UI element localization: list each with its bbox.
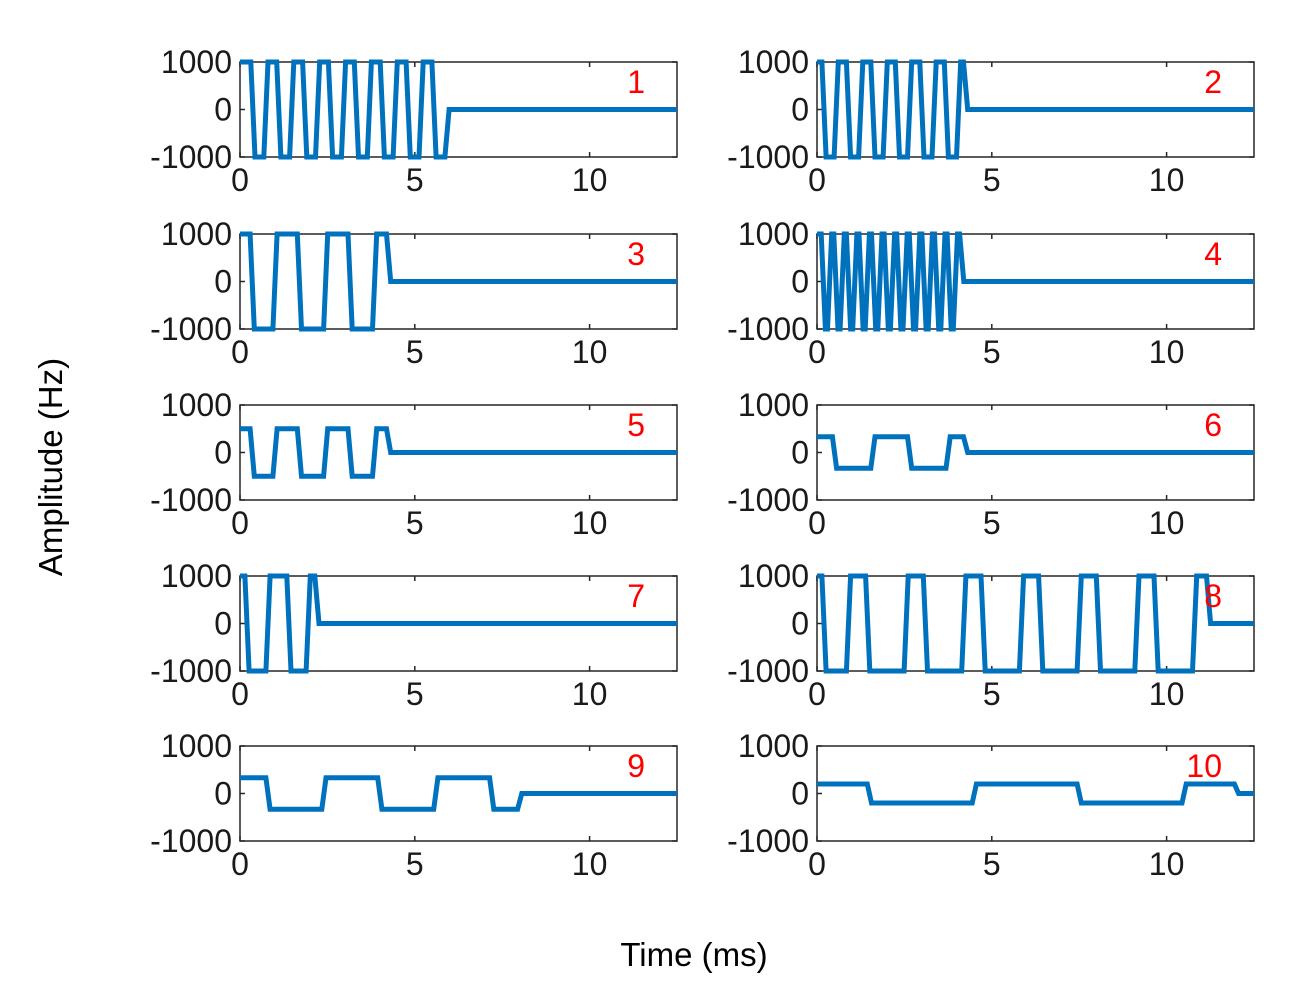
waveform-line [817, 59, 1254, 160]
x-tick-label: 10 [572, 334, 608, 370]
y-tick-label: 0 [214, 435, 232, 471]
panel-number-label: 10 [1186, 748, 1222, 784]
panel-number-label: 5 [627, 407, 645, 443]
y-tick-label: 1000 [161, 216, 232, 252]
y-tick-label: 1000 [161, 558, 232, 594]
x-tick-label: 5 [983, 846, 1001, 882]
x-tick-label: 5 [406, 505, 424, 541]
x-tick-label: 10 [1149, 505, 1185, 541]
y-tick-label: 0 [214, 776, 232, 812]
y-tick-label: 0 [791, 606, 809, 642]
y-tick-label: 0 [791, 776, 809, 812]
panel-number-label: 3 [627, 236, 645, 272]
panel-number-label: 7 [627, 578, 645, 614]
y-tick-label: 1000 [161, 728, 232, 764]
x-tick-label: 5 [983, 505, 1001, 541]
waveform-line [240, 573, 677, 674]
y-tick-label: 0 [791, 264, 809, 300]
x-tick-label: 0 [231, 846, 249, 882]
x-tick-label: 5 [406, 676, 424, 712]
panel-number-label: 1 [627, 64, 645, 100]
x-tick-label: 0 [808, 846, 826, 882]
x-tick-label: 5 [406, 846, 424, 882]
x-tick-label: 5 [983, 334, 1001, 370]
y-tick-label: 0 [791, 435, 809, 471]
x-tick-label: 10 [1149, 334, 1185, 370]
x-tick-label: 0 [808, 162, 826, 198]
y-tick-label: -1000 [150, 311, 232, 347]
x-tick-label: 10 [1149, 676, 1185, 712]
x-tick-label: 0 [231, 334, 249, 370]
x-tick-label: 0 [231, 676, 249, 712]
y-tick-label: -1000 [727, 482, 809, 518]
y-tick-label: 1000 [738, 216, 809, 252]
panel-number-label: 2 [1204, 64, 1222, 100]
y-tick-label: -1000 [150, 823, 232, 859]
y-tick-label: 1000 [738, 728, 809, 764]
y-tick-label: 1000 [161, 44, 232, 80]
waveform-line [240, 59, 677, 160]
x-tick-label: 5 [983, 676, 1001, 712]
x-axis-title: Time (ms) [620, 936, 767, 973]
x-tick-label: 0 [808, 505, 826, 541]
y-tick-label: 0 [214, 264, 232, 300]
waveform-line [817, 573, 1254, 674]
waveform-line [240, 426, 677, 479]
y-tick-label: -1000 [150, 653, 232, 689]
x-tick-label: 5 [406, 162, 424, 198]
y-tick-label: 1000 [161, 387, 232, 423]
y-tick-label: -1000 [727, 311, 809, 347]
waveform-line [817, 231, 1254, 332]
panel-number-label: 4 [1204, 236, 1222, 272]
y-tick-label: -1000 [727, 139, 809, 175]
waveform-line [817, 781, 1254, 806]
x-tick-label: 10 [572, 505, 608, 541]
x-tick-label: 0 [808, 334, 826, 370]
y-tick-label: 1000 [738, 44, 809, 80]
y-tick-label: -1000 [150, 482, 232, 518]
x-tick-label: 0 [231, 505, 249, 541]
y-tick-label: -1000 [150, 139, 232, 175]
y-axis-title: Amplitude (Hz) [32, 358, 69, 576]
y-tick-label: 0 [791, 92, 809, 128]
waveform-line [240, 775, 677, 812]
x-tick-label: 0 [231, 162, 249, 198]
waveform-line [240, 231, 677, 332]
panel-number-label: 6 [1204, 407, 1222, 443]
y-tick-label: 1000 [738, 387, 809, 423]
y-tick-label: -1000 [727, 653, 809, 689]
x-tick-label: 10 [572, 676, 608, 712]
x-tick-label: 10 [1149, 162, 1185, 198]
panel-number-label: 9 [627, 748, 645, 784]
x-tick-label: 0 [808, 676, 826, 712]
x-tick-label: 10 [572, 162, 608, 198]
x-tick-label: 10 [572, 846, 608, 882]
panel-number-label: 8 [1204, 578, 1222, 614]
y-tick-label: 0 [214, 606, 232, 642]
x-tick-label: 5 [406, 334, 424, 370]
axes-frame [816, 575, 1255, 672]
x-tick-label: 5 [983, 162, 1001, 198]
x-tick-label: 10 [1149, 846, 1185, 882]
y-tick-label: -1000 [727, 823, 809, 859]
waveform-line [817, 434, 1254, 471]
y-tick-label: 1000 [738, 558, 809, 594]
y-tick-label: 0 [214, 92, 232, 128]
